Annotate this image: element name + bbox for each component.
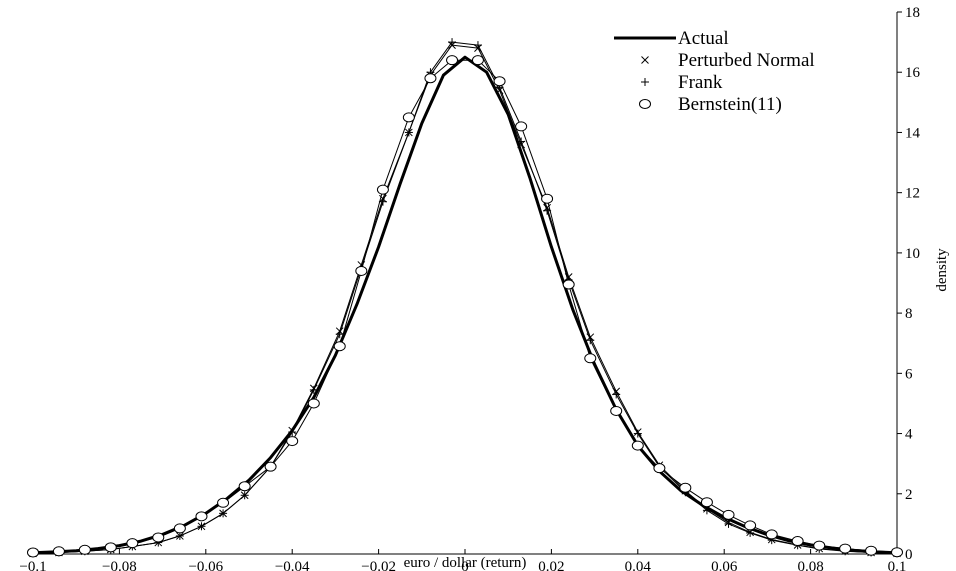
point-bernstein-11 — [631, 440, 644, 451]
x-tick-label: −0.02 — [361, 559, 396, 571]
point-bernstein-11 — [264, 461, 277, 472]
point-bernstein-11 — [813, 540, 826, 551]
point-bernstein-11 — [173, 523, 186, 534]
y-tick-label: 6 — [905, 366, 913, 382]
y-tick-label: 2 — [905, 487, 913, 503]
point-bernstein-11 — [27, 547, 39, 558]
point-bernstein-11 — [744, 520, 757, 531]
x-ticks: −0.1 −0.08 −0.06 −0.04 −0.02 0 0.02 0.04 0.06 0.0… — [19, 549, 906, 571]
point-frank — [404, 128, 413, 137]
y-axis-label: density — [934, 248, 950, 292]
y-ticks: 0 2 4 6 8 10 12 14 16 18 — [897, 5, 921, 563]
point-frank — [612, 390, 621, 399]
point-bernstein-11 — [584, 353, 597, 364]
x-axis-label: euro / dollar (return) — [404, 555, 527, 571]
point-frank — [335, 330, 344, 339]
x-tick-label: −0.04 — [275, 559, 310, 571]
point-bernstein-11 — [424, 73, 437, 84]
x-tick-label: 0.06 — [711, 559, 738, 571]
y-tick-label: 4 — [905, 427, 913, 443]
point-bernstein-11 — [402, 112, 415, 123]
legend-label-perturbed-normal: Perturbed Normal — [678, 50, 815, 71]
point-frank — [543, 206, 552, 215]
point-bernstein-11 — [541, 193, 554, 204]
point-frank — [378, 197, 387, 206]
point-bernstein-11 — [355, 265, 368, 276]
point-frank — [633, 429, 642, 438]
point-bernstein-11 — [471, 55, 484, 66]
y-tick-label: 16 — [905, 65, 921, 81]
series-line-bernstein-11 — [32, 59, 898, 553]
y-tick-label: 0 — [905, 547, 913, 563]
x-tick-label: 0.1 — [888, 559, 907, 571]
legend-label-bernstein-11: Bernstein(11) — [678, 94, 782, 115]
y-tick-label: 12 — [905, 186, 920, 202]
point-frank — [288, 428, 297, 437]
point-bernstein-11 — [791, 536, 804, 547]
point-bernstein-11 — [839, 543, 852, 554]
series-line-actual — [32, 55, 898, 555]
point-bernstein-11 — [217, 497, 230, 508]
point-frank — [724, 519, 733, 528]
point-bernstein-11 — [653, 463, 666, 474]
point-bernstein-11 — [286, 436, 299, 447]
point-bernstein-11 — [307, 398, 320, 409]
point-frank — [702, 506, 711, 515]
series-line-frank — [32, 41, 898, 554]
legend-label-actual: Actual — [678, 28, 729, 49]
point-frank — [219, 509, 228, 518]
point-bernstein-11 — [152, 532, 165, 543]
point-bernstein-11 — [446, 55, 459, 66]
point-frank — [586, 336, 595, 345]
legend-swatch-perturbed-normal — [641, 56, 649, 64]
point-bernstein-11 — [722, 509, 735, 520]
point-bernstein-11 — [238, 481, 251, 492]
point-bernstein-11 — [333, 341, 346, 352]
legend-swatch-frank — [641, 78, 649, 86]
marker-layer — [27, 38, 903, 558]
point-bernstein-11 — [78, 544, 91, 555]
x-tick-label: 0.04 — [625, 559, 652, 571]
point-bernstein-11 — [700, 497, 713, 508]
point-bernstein-11 — [610, 405, 623, 416]
legend-swatch-bernstein-11 — [639, 99, 651, 109]
point-bernstein-11 — [493, 76, 506, 87]
x-tick-label: −0.08 — [102, 559, 137, 571]
series-line-perturbed-normal — [32, 44, 898, 554]
point-frank — [448, 38, 457, 47]
x-tick-label: −0.1 — [19, 559, 46, 571]
point-bernstein-11 — [679, 482, 692, 493]
x-tick-label: 0.08 — [797, 559, 823, 571]
point-bernstein-11 — [52, 546, 65, 557]
y-tick-label: 8 — [905, 306, 913, 322]
y-tick-label: 18 — [905, 5, 920, 21]
point-bernstein-11 — [126, 538, 139, 549]
x-tick-label: 0 — [461, 559, 469, 571]
y-tick-label: 14 — [905, 125, 921, 141]
point-bernstein-11 — [891, 547, 903, 558]
y-tick-label: 10 — [905, 246, 920, 262]
point-bernstein-11 — [104, 542, 117, 553]
point-frank — [309, 385, 318, 394]
x-tick-label: −0.06 — [188, 559, 223, 571]
point-bernstein-11 — [865, 545, 878, 556]
point-bernstein-11 — [765, 529, 778, 540]
point-bernstein-11 — [195, 511, 208, 522]
point-frank — [473, 41, 482, 50]
point-frank — [197, 522, 206, 531]
series-layer — [32, 41, 898, 555]
point-frank — [517, 137, 526, 146]
point-bernstein-11 — [376, 184, 389, 195]
x-tick-label: 0.02 — [538, 559, 564, 571]
point-frank — [240, 491, 249, 500]
point-bernstein-11 — [515, 121, 528, 132]
legend-label-frank: Frank — [678, 72, 723, 93]
point-bernstein-11 — [562, 279, 575, 290]
